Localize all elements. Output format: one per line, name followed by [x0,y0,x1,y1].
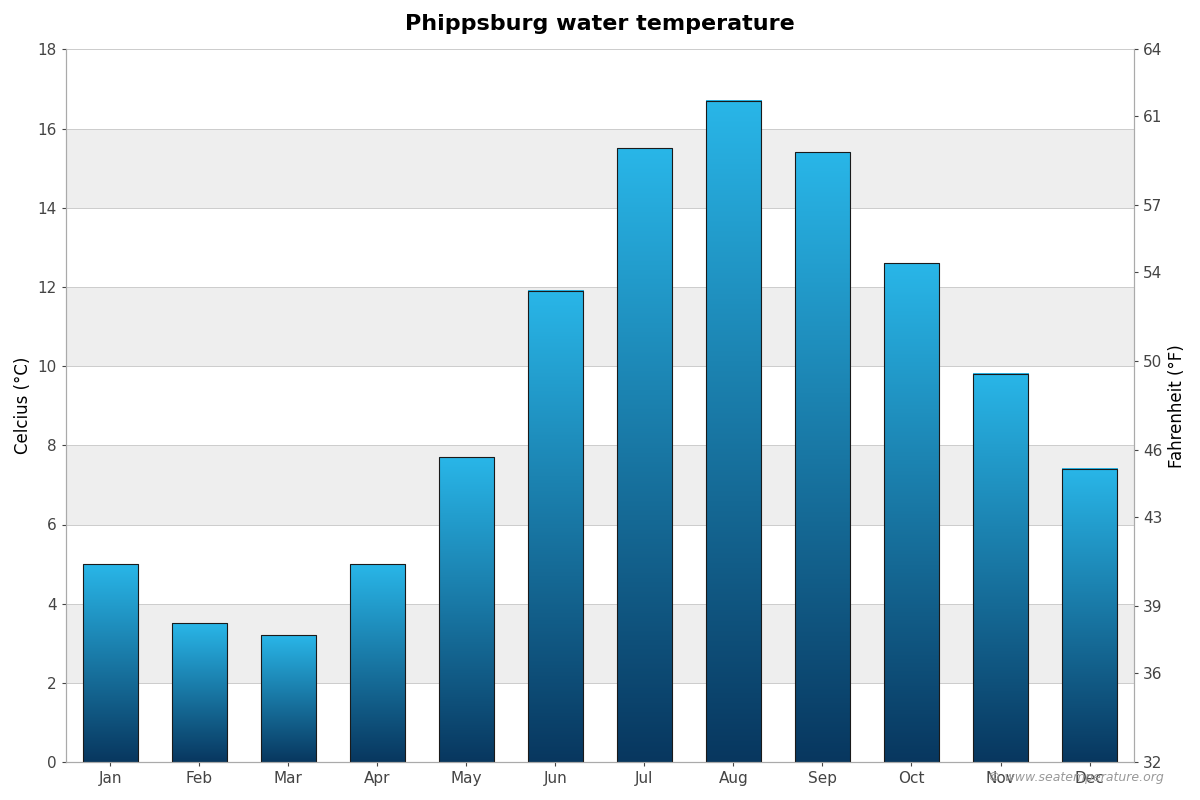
Bar [66,287,1134,366]
Bar [794,152,850,762]
Bar [884,263,940,762]
Bar [617,148,672,762]
Bar [973,374,1028,762]
Bar [66,446,1134,525]
Bar [172,623,227,762]
Y-axis label: Celcius (°C): Celcius (°C) [14,357,32,454]
Bar [83,564,138,762]
Bar [66,604,1134,683]
Bar [528,291,583,762]
Bar [260,635,316,762]
Text: © www.seatemperature.org: © www.seatemperature.org [989,771,1164,784]
Bar [66,129,1134,208]
Bar [350,564,404,762]
Bar [1062,469,1117,762]
Bar [706,101,761,762]
Bar [439,457,494,762]
Title: Phippsburg water temperature: Phippsburg water temperature [406,14,794,34]
Y-axis label: Fahrenheit (°F): Fahrenheit (°F) [1168,344,1186,467]
